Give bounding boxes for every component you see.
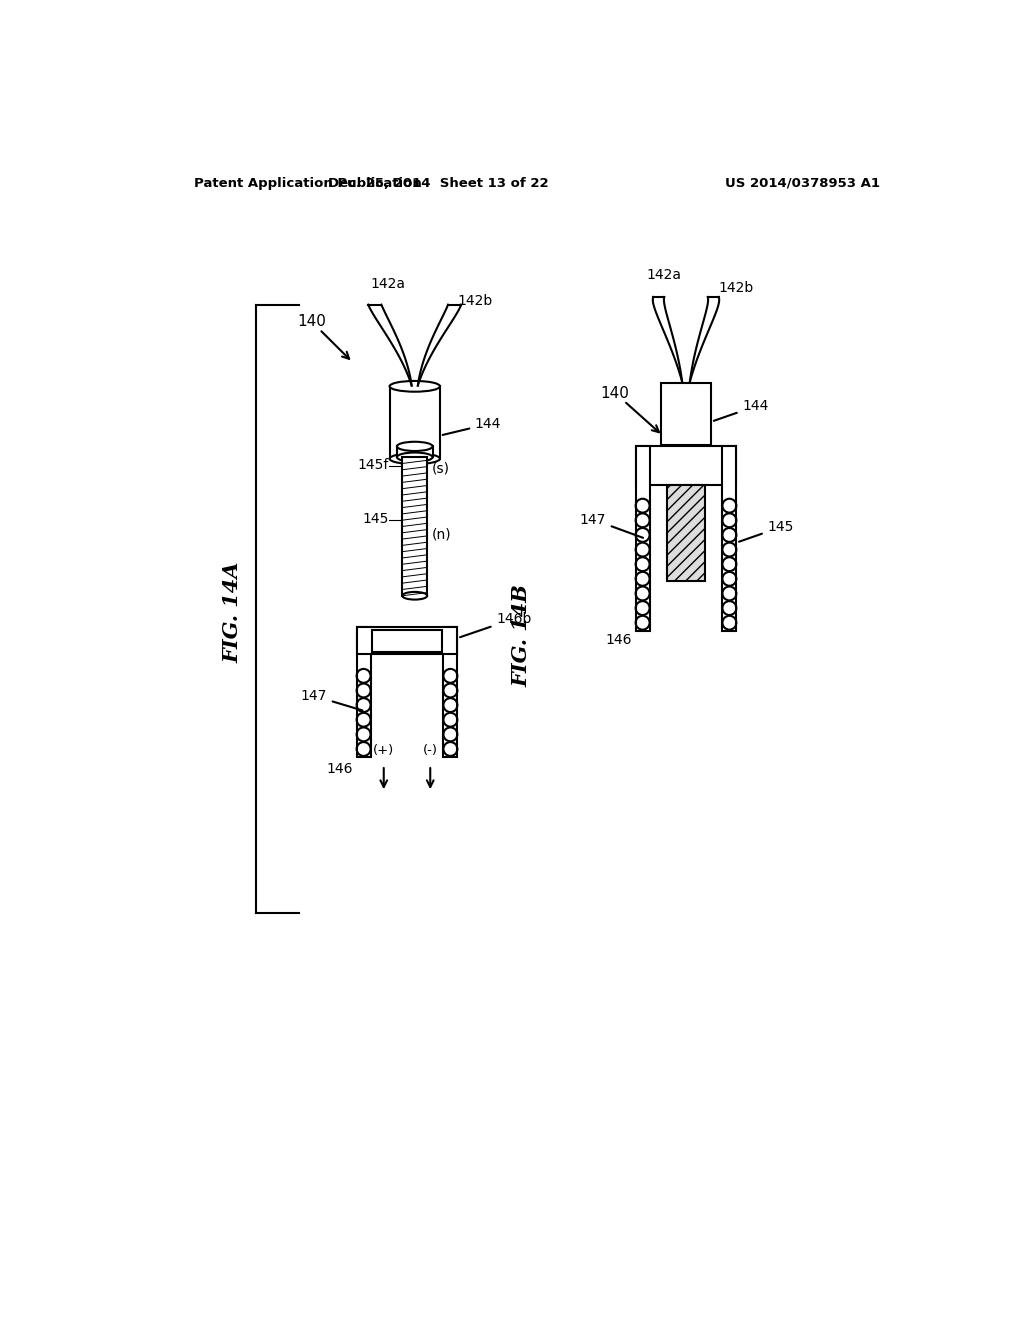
Bar bbox=[402, 457, 427, 595]
Bar bbox=[636, 446, 649, 631]
Text: 140: 140 bbox=[600, 385, 629, 401]
Text: 147: 147 bbox=[301, 689, 362, 710]
Text: Dec. 25, 2014  Sheet 13 of 22: Dec. 25, 2014 Sheet 13 of 22 bbox=[328, 177, 548, 190]
Text: Patent Application Publication: Patent Application Publication bbox=[194, 177, 422, 190]
Text: 144: 144 bbox=[714, 400, 769, 421]
Bar bbox=[667, 484, 706, 581]
Text: 146: 146 bbox=[327, 762, 352, 776]
Text: 147: 147 bbox=[580, 512, 643, 537]
Text: 142b: 142b bbox=[719, 281, 754, 294]
Bar bbox=[372, 631, 442, 652]
Bar bbox=[356, 627, 458, 653]
Bar bbox=[660, 383, 712, 445]
Text: 145: 145 bbox=[362, 512, 388, 525]
Bar bbox=[356, 627, 371, 758]
Text: (n): (n) bbox=[432, 527, 452, 541]
Text: 142a: 142a bbox=[647, 268, 682, 281]
Ellipse shape bbox=[402, 591, 427, 599]
Ellipse shape bbox=[397, 453, 432, 462]
Text: 146b: 146b bbox=[460, 612, 531, 638]
Text: 144: 144 bbox=[442, 417, 501, 436]
Text: 145: 145 bbox=[739, 520, 794, 541]
Ellipse shape bbox=[389, 381, 440, 392]
Text: 145f: 145f bbox=[357, 458, 388, 471]
Bar bbox=[397, 446, 432, 457]
Ellipse shape bbox=[389, 453, 440, 465]
Bar bbox=[636, 446, 736, 484]
Text: (s): (s) bbox=[432, 462, 450, 475]
Text: 142a: 142a bbox=[370, 277, 406, 290]
Bar bbox=[443, 627, 458, 758]
Text: (+): (+) bbox=[373, 744, 394, 758]
Bar bbox=[722, 446, 736, 631]
Text: 146: 146 bbox=[605, 634, 632, 647]
Bar bbox=[389, 387, 440, 459]
Text: FIG. 14A: FIG. 14A bbox=[222, 562, 243, 664]
Text: (-): (-) bbox=[423, 744, 437, 758]
Text: 140: 140 bbox=[297, 314, 326, 329]
Text: FIG. 14B: FIG. 14B bbox=[512, 585, 531, 688]
Text: US 2014/0378953 A1: US 2014/0378953 A1 bbox=[725, 177, 880, 190]
Text: 142b: 142b bbox=[458, 294, 493, 308]
Ellipse shape bbox=[397, 442, 432, 451]
